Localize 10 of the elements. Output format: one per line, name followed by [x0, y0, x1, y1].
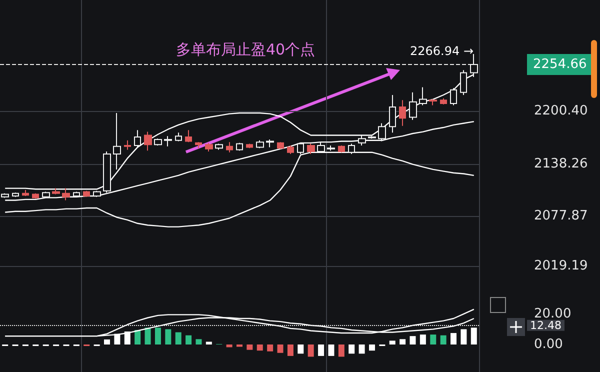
y-tick-label: 0.00	[534, 336, 563, 352]
ref-line-label: 12.48	[530, 318, 562, 332]
y-tick-label: 2200.40	[534, 103, 588, 118]
y-tick-label: 2019.19	[534, 258, 588, 274]
y-tick-label: 2077.87	[534, 208, 588, 224]
ref-line-label: 2254.66	[533, 56, 587, 72]
annotation: 2266.94 →	[410, 44, 474, 58]
y-tick-label: 20.00	[534, 306, 572, 322]
y-tick-label: 2138.26	[534, 156, 588, 172]
annotation: 多单布局止盈40个点	[176, 40, 316, 58]
